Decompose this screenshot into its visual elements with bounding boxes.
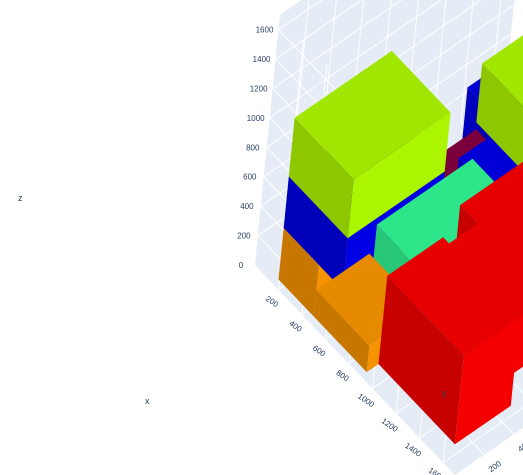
grid-line [275,0,363,60]
box [378,237,520,445]
tick-label: 400 [287,319,304,334]
z-tick-labels: 0 200 400 600 800 1000 1200 1400 1600 [237,26,274,270]
box-face [476,63,523,172]
grid-line [269,0,442,119]
tick-label: 0 [239,261,244,270]
box-face [288,117,354,239]
tick-label: 200 [487,459,504,474]
tick-label: 1000 [247,114,265,123]
box-face [313,290,370,373]
box-face [387,237,520,356]
tick-label: 200 [264,294,281,309]
grid-line [460,0,474,124]
grid-line [442,407,523,464]
box-face [347,112,451,239]
grid-line [278,0,323,31]
tick-label: 1200 [250,84,268,93]
tick-label: 1400 [403,441,423,459]
z-axis-title: z [18,193,23,203]
box-face [283,176,348,290]
box-face [454,317,520,445]
tick-label: 800 [246,143,260,152]
tick-label: 600 [243,173,257,182]
tick-label: 200 [237,232,251,241]
box [476,35,523,172]
box-face [441,192,523,323]
tick-label: 400 [516,439,523,454]
tick-label: 1600 [427,466,447,475]
tick-label: 400 [240,202,254,211]
tick-label: 1400 [253,55,271,64]
tick-label: 800 [334,368,351,383]
box-face [278,228,319,317]
x-axis-title: x [145,396,150,406]
grid-line [272,0,403,89]
box-face [294,50,451,180]
tick-label: 1000 [356,392,376,410]
box [288,50,451,239]
tick-label: 1200 [380,416,400,434]
tick-label: 600 [311,344,328,359]
tick-label: 1600 [256,26,274,35]
box-face [482,35,523,107]
box-marks [278,35,523,445]
box-face [378,275,464,445]
y-axis-title: y [442,388,447,398]
